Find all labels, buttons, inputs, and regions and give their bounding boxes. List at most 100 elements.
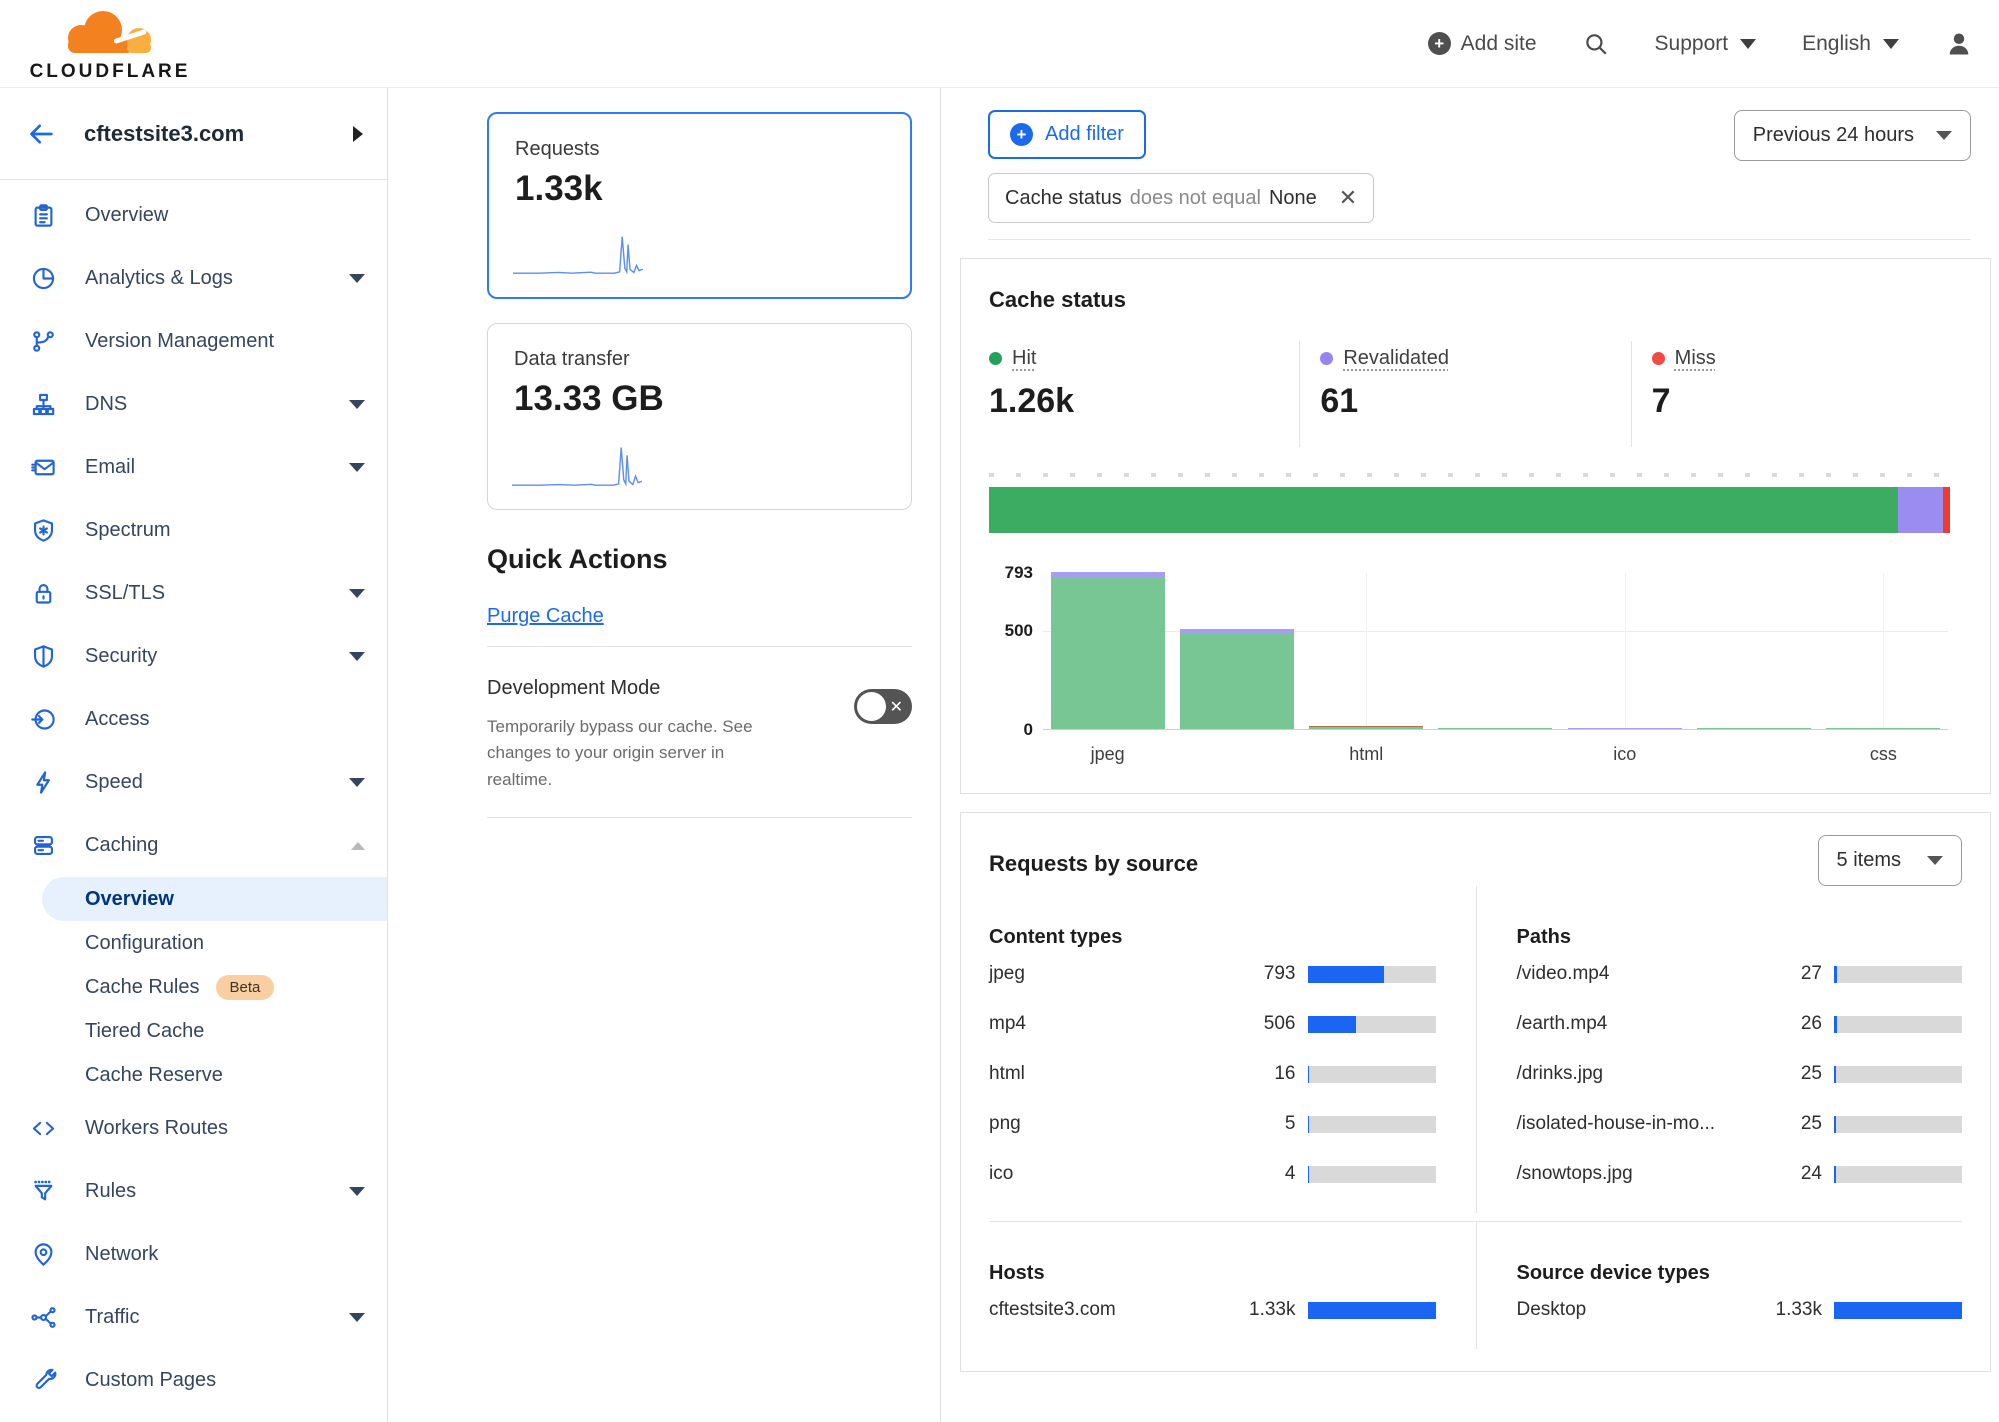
bar-segment-revalidated — [1050, 572, 1165, 578]
filter-chip-field: Cache status — [1005, 186, 1122, 209]
requests-metric-card[interactable]: Requests 1.33k — [487, 112, 912, 299]
table-row[interactable]: png 5 — [989, 1113, 1436, 1135]
purge-cache-link[interactable]: Purge Cache — [487, 605, 604, 627]
header-nav: + Add site Support English — [1427, 30, 1973, 58]
table-row[interactable]: mp4 506 — [989, 1013, 1436, 1035]
table-row[interactable]: cftestsite3.com 1.33k — [989, 1299, 1436, 1321]
bar — [1826, 728, 1941, 729]
row-label: /video.mp4 — [1516, 963, 1610, 984]
bar-segment-hit — [1179, 634, 1294, 729]
chart-x-tick-label — [1689, 730, 1818, 765]
site-selector[interactable]: cftestsite3.com — [0, 88, 387, 180]
sidebar-item-ssl-tls[interactable]: SSL/TLS — [0, 562, 387, 625]
chart-x-tick-label — [1172, 730, 1301, 765]
row-bar-fill — [1307, 1015, 1357, 1033]
sidebar-item-security[interactable]: Security — [0, 625, 387, 688]
back-arrow-icon[interactable] — [28, 120, 56, 148]
account-button[interactable] — [1945, 30, 1973, 58]
items-count-dropdown[interactable]: 5 items — [1817, 835, 1962, 886]
bar — [1567, 728, 1682, 729]
add-filter-button[interactable]: + Add filter — [988, 110, 1146, 159]
table-row[interactable]: Desktop 1.33k — [1517, 1299, 1962, 1321]
add-filter-label: Add filter — [1045, 123, 1124, 145]
development-mode-toggle[interactable]: ✕ — [854, 689, 912, 724]
sidebar-subitem-tiered-cache[interactable]: Tiered Cache — [42, 1009, 387, 1053]
bar-segment-miss — [1309, 725, 1424, 728]
sidebar-subitem-label: Tiered Cache — [85, 1019, 205, 1042]
table-row[interactable]: /drinks.jpg 25 — [1517, 1063, 1962, 1085]
support-label: Support — [1654, 31, 1729, 55]
row-bar-track — [1834, 1015, 1962, 1033]
development-mode-section: Development Mode Temporarily bypass our … — [487, 677, 912, 819]
row-value: 506 — [1263, 1013, 1296, 1034]
sidebar-subitem-cache-reserve[interactable]: Cache Reserve — [42, 1053, 387, 1097]
row-label: png — [989, 1113, 1021, 1134]
sidebar-item-label: Version Management — [85, 330, 275, 352]
search-button[interactable] — [1583, 31, 1609, 57]
row-label: /earth.mp4 — [1516, 1013, 1608, 1034]
sidebar-item-rules[interactable]: Rules — [0, 1160, 387, 1223]
sidebar-item-speed[interactable]: Speed — [0, 751, 387, 814]
sidebar-item-dns[interactable]: DNS — [0, 373, 387, 436]
chart-bar-css[interactable] — [1819, 573, 1948, 729]
chevron-right-icon[interactable] — [353, 125, 363, 142]
table-row[interactable]: /isolated-house-in-mo... 25 — [1517, 1113, 1962, 1135]
sidebar-subitem-configuration[interactable]: Configuration — [42, 921, 387, 965]
row-value: 16 — [1274, 1063, 1296, 1084]
sidebar-item-label: Caching — [85, 834, 159, 856]
row-label: mp4 — [989, 1013, 1026, 1034]
row-label: jpeg — [989, 963, 1025, 984]
sidebar-item-caching[interactable]: Caching — [0, 814, 387, 877]
chart-bar-ico[interactable] — [1560, 573, 1689, 729]
table-row[interactable]: ico 4 — [989, 1163, 1436, 1185]
sidebar-item-custom-pages[interactable]: Custom Pages — [0, 1349, 387, 1412]
row-bar-fill — [1307, 1165, 1310, 1183]
bolt-icon — [36, 771, 50, 794]
table-row[interactable]: /earth.mp4 26 — [1516, 1013, 1962, 1035]
sidebar-item-access[interactable]: Access — [0, 688, 387, 751]
legend-item-miss[interactable]: Miss 7 — [1630, 341, 1962, 447]
chart-x-tick-label — [1431, 730, 1560, 765]
filter-chip-operator: does not equal — [1129, 186, 1261, 209]
sidebar-item-analytics-logs[interactable]: Analytics & Logs — [0, 247, 387, 310]
sidebar-item-workers-routes[interactable]: Workers Routes — [0, 1097, 387, 1160]
sidebar-item-traffic[interactable]: Traffic — [0, 1286, 387, 1349]
paths-table: Paths/video.mp4 27/earth.mp4 26/drinks.jpg… — [1475, 886, 1962, 1213]
sidebar-item-overview[interactable]: Overview — [0, 184, 387, 247]
filter-chip[interactable]: Cache status does not equal None ✕ — [988, 173, 1375, 223]
shield-icon — [33, 645, 54, 668]
language-menu[interactable]: English — [1802, 32, 1899, 56]
table-row[interactable]: /video.mp4 27 — [1516, 963, 1962, 985]
chart-bar-other[interactable] — [1689, 573, 1818, 729]
row-bar-fill — [1307, 1065, 1310, 1083]
chart-y-tick-label: 793 — [1004, 563, 1033, 582]
quick-actions-title: Quick Actions — [487, 544, 668, 574]
legend-item-revalidated[interactable]: Revalidated 61 — [1299, 341, 1630, 447]
chart-bar-mp4[interactable] — [1172, 573, 1301, 729]
table-row[interactable]: /snowtops.jpg 24 — [1517, 1163, 1962, 1185]
add-site-button[interactable]: + Add site — [1427, 32, 1537, 56]
sidebar-subitem-overview[interactable]: Overview — [42, 877, 387, 921]
data-transfer-metric-card[interactable]: Data transfer 13.33 GB — [487, 323, 912, 510]
remove-filter-icon[interactable]: ✕ — [1338, 185, 1358, 210]
chart-bar-png[interactable] — [1431, 573, 1560, 729]
chevron-down-icon — [349, 463, 365, 472]
sidebar-item-spectrum[interactable]: Spectrum — [0, 499, 387, 562]
chart-bar-jpeg[interactable] — [1043, 572, 1172, 729]
sidebar-item-email[interactable]: Email — [0, 436, 387, 499]
support-menu[interactable]: Support — [1655, 32, 1757, 56]
row-bar-fill — [1834, 1165, 1837, 1183]
table-row[interactable]: html 16 — [989, 1063, 1436, 1085]
sidebar-item-label: Speed — [85, 771, 143, 793]
chevron-down-icon — [1927, 856, 1943, 865]
sidebar-subitem-cache-rules[interactable]: Cache Rules Beta — [42, 965, 387, 1009]
sidebar-subitem-label: Cache Reserve — [85, 1063, 223, 1086]
sidebar-item-network[interactable]: Network — [0, 1223, 387, 1286]
row-bar-track — [1834, 1115, 1962, 1133]
cloudflare-logo[interactable]: CLOUDFLARE — [30, 4, 190, 83]
chart-bar-html[interactable] — [1302, 573, 1431, 729]
legend-item-hit[interactable]: Hit 1.26k — [989, 341, 1299, 447]
table-row[interactable]: jpeg 793 — [989, 963, 1436, 985]
time-range-dropdown[interactable]: Previous 24 hours — [1733, 110, 1971, 161]
sidebar-item-version-management[interactable]: Version Management — [0, 310, 387, 373]
